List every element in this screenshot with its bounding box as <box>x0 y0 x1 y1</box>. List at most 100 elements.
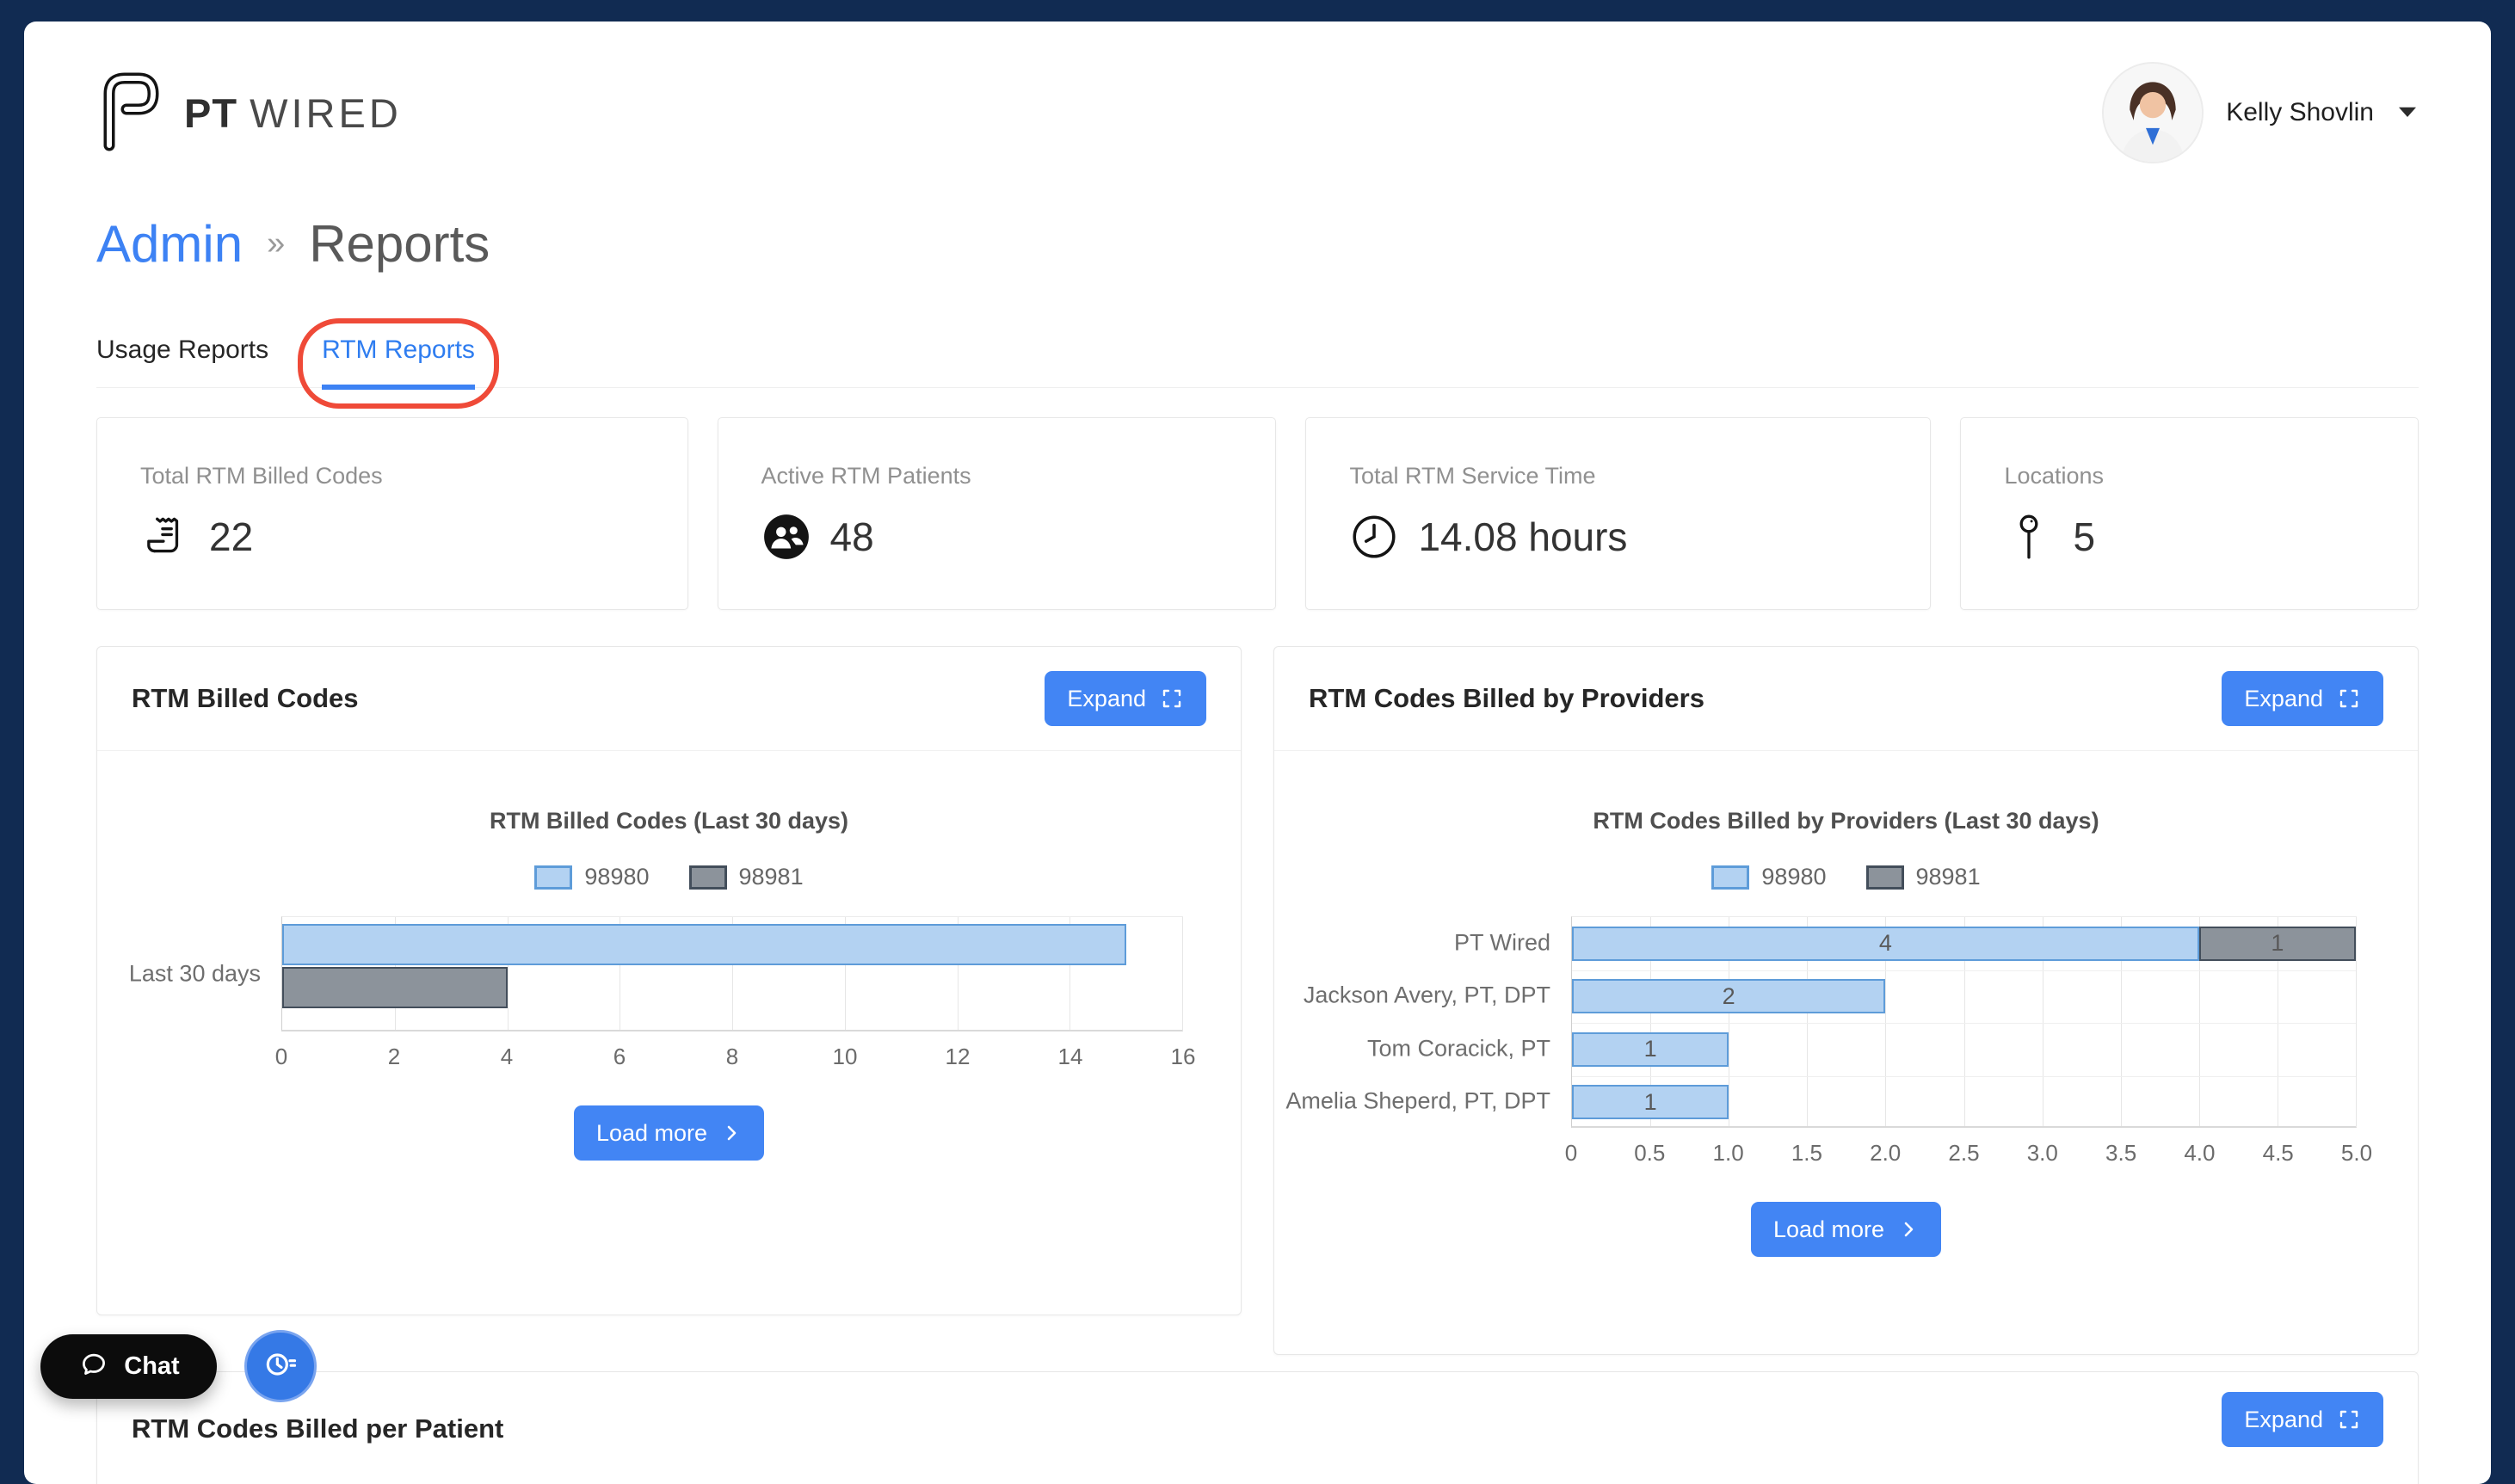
panel-header: RTM Billed Codes Expand <box>97 647 1241 751</box>
history-fab-button[interactable] <box>244 1330 317 1402</box>
brand-name-bold: PT <box>184 89 238 136</box>
stat-value: 22 <box>209 514 254 559</box>
bar-value-label: 4 <box>1878 930 1892 957</box>
panel-rtm-codes-per-patient: RTM Codes Billed per Patient Expand <box>96 1371 2419 1484</box>
chat-button[interactable]: Chat <box>40 1334 217 1399</box>
gridline <box>2198 917 2200 1126</box>
expand-button-label: Expand <box>1067 685 1146 711</box>
category-label: Jackson Avery, PT, DPT <box>1303 982 1550 1008</box>
user-name: Kelly Shovlin <box>2226 98 2374 126</box>
tab-rtm-reports[interactable]: RTM Reports <box>298 318 499 409</box>
x-axis: 0 2 4 6 8 10 12 14 16 <box>275 1044 1196 1080</box>
x-tick-label: 4 <box>500 1044 514 1069</box>
chart-legend: 98980 98981 <box>1274 864 2418 890</box>
bar-98981[interactable]: 1 <box>2198 926 2356 961</box>
stat-value: 14.08 hours <box>1418 514 1628 559</box>
row-separator <box>1572 1023 2356 1024</box>
brand-name: PT WIRED <box>184 89 402 137</box>
breadcrumb-admin-link[interactable]: Admin <box>96 215 243 273</box>
legend-item-98980[interactable]: 98980 <box>534 864 650 890</box>
category-axis: PT Wired Jackson Avery, PT, DPT Tom Coraci… <box>1274 916 1550 1128</box>
legend-item-98981[interactable]: 98981 <box>688 864 804 890</box>
bar-98981[interactable] <box>282 967 508 1008</box>
legend-swatch <box>534 865 573 890</box>
gridline <box>1650 917 1652 1126</box>
breadcrumb-separator: » <box>267 225 286 262</box>
stat-label: Total RTM Billed Codes <box>140 463 383 489</box>
expand-icon <box>2337 1407 2361 1432</box>
gridline <box>957 917 959 1030</box>
expand-button[interactable]: Expand <box>2222 1392 2383 1447</box>
x-tick-label: 1.0 <box>1712 1140 1744 1166</box>
legend-item-98981[interactable]: 98981 <box>1865 864 1981 890</box>
bar-98980[interactable]: 1 <box>1572 1031 1729 1067</box>
bar-98980[interactable]: 4 <box>1572 926 2199 961</box>
x-tick-label: 3.5 <box>2105 1140 2137 1166</box>
plot-area-wrap: Last 30 days <box>97 916 1241 1031</box>
legend-label: 98981 <box>1915 864 1981 890</box>
bar-value-label: 1 <box>1643 1088 1657 1115</box>
legend-swatch <box>1865 865 1904 890</box>
content-card: PT WIRED Kelly Shovlin <box>24 22 2491 1484</box>
stat-value: 48 <box>829 514 874 559</box>
legend-item-98980[interactable]: 98980 <box>1711 864 1827 890</box>
panel-rtm-codes-by-providers: RTM Codes Billed by Providers Expand RTM… <box>1273 646 2419 1355</box>
x-tick-label: 2 <box>387 1044 401 1069</box>
gridline <box>844 917 846 1030</box>
load-more-button[interactable]: Load more <box>1750 1202 1942 1257</box>
x-tick-label: 6 <box>613 1044 626 1069</box>
tab-rtm-reports-label: RTM Reports <box>322 336 475 364</box>
x-tick-label: 1.5 <box>1791 1140 1822 1166</box>
expand-icon <box>1160 687 1184 711</box>
rtm-codes-by-providers-chart: RTM Codes Billed by Providers (Last 30 d… <box>1274 808 2418 1257</box>
chevron-right-icon <box>1898 1219 1919 1240</box>
x-tick-label: 4.0 <box>2184 1140 2216 1166</box>
brand-name-light: WIRED <box>250 89 402 136</box>
brand-logo[interactable]: PT WIRED <box>96 68 402 158</box>
stat-cards-row: Total RTM Billed Codes 22 Active RTM Pat… <box>96 417 2419 610</box>
expand-button[interactable]: Expand <box>1045 671 1206 726</box>
panel-header: RTM Codes Billed by Providers Expand <box>1274 647 2418 751</box>
bar-98980[interactable]: 1 <box>1572 1085 1729 1120</box>
load-more-label: Load more <box>595 1119 708 1146</box>
bar-value-label: 1 <box>2271 930 2284 957</box>
expand-button[interactable]: Expand <box>2222 671 2383 726</box>
chevron-right-icon <box>721 1123 742 1143</box>
bar-value-label: 1 <box>1643 1036 1657 1062</box>
x-tick-label: 0 <box>1564 1140 1578 1166</box>
patients-icon <box>761 512 811 562</box>
location-pin-icon <box>2004 512 2054 562</box>
stat-card-total-rtm-billed-codes: Total RTM Billed Codes 22 <box>96 417 688 610</box>
x-tick-label: 0.5 <box>1634 1140 1666 1166</box>
gridline <box>1069 917 1071 1030</box>
stat-value: 5 <box>2073 514 2096 559</box>
load-more-button[interactable]: Load more <box>573 1105 765 1161</box>
history-clock-icon <box>262 1345 299 1388</box>
category-label: Tom Coracick, PT <box>1366 1035 1550 1062</box>
x-tick-label: 10 <box>832 1044 858 1069</box>
rtm-billed-codes-chart: RTM Billed Codes (Last 30 days) 98980 989… <box>97 808 1241 1161</box>
tab-usage-reports[interactable]: Usage Reports <box>96 336 269 364</box>
row-separator <box>1572 970 2356 971</box>
bar-98980[interactable] <box>282 924 1126 965</box>
breadcrumb: Admin » Reports <box>96 214 2419 274</box>
stat-card-active-rtm-patients: Active RTM Patients <box>717 417 1277 610</box>
pt-wired-logo-icon <box>96 68 162 158</box>
gridline <box>2120 917 2122 1126</box>
gridline <box>1885 917 1887 1126</box>
bar-98980[interactable]: 2 <box>1572 979 1886 1014</box>
category-label: Amelia Sheperd, PT, DPT <box>1285 1087 1550 1114</box>
load-more-label: Load more <box>1772 1216 1885 1242</box>
x-tick-label: 4.5 <box>2262 1140 2294 1166</box>
top-bar: PT WIRED Kelly Shovlin <box>96 22 2419 164</box>
report-tabs: Usage Reports RTM Reports <box>96 318 2419 409</box>
x-axis: 0 0.5 1.0 1.5 2.0 2.5 3.0 3.5 4.0 4.5 5.0 <box>1565 1140 2372 1176</box>
chart-title: RTM Codes Billed by Providers (Last 30 d… <box>1593 808 2099 834</box>
gridline <box>2356 917 2357 1126</box>
user-menu[interactable]: Kelly Shovlin <box>2102 62 2419 163</box>
legend-swatch <box>688 865 727 890</box>
legend-label: 98981 <box>738 864 804 890</box>
gridline <box>507 917 509 1030</box>
plot-area <box>281 916 1183 1031</box>
chart-panels-row: RTM Billed Codes Expand RTM Billed Codes… <box>96 646 2419 1355</box>
